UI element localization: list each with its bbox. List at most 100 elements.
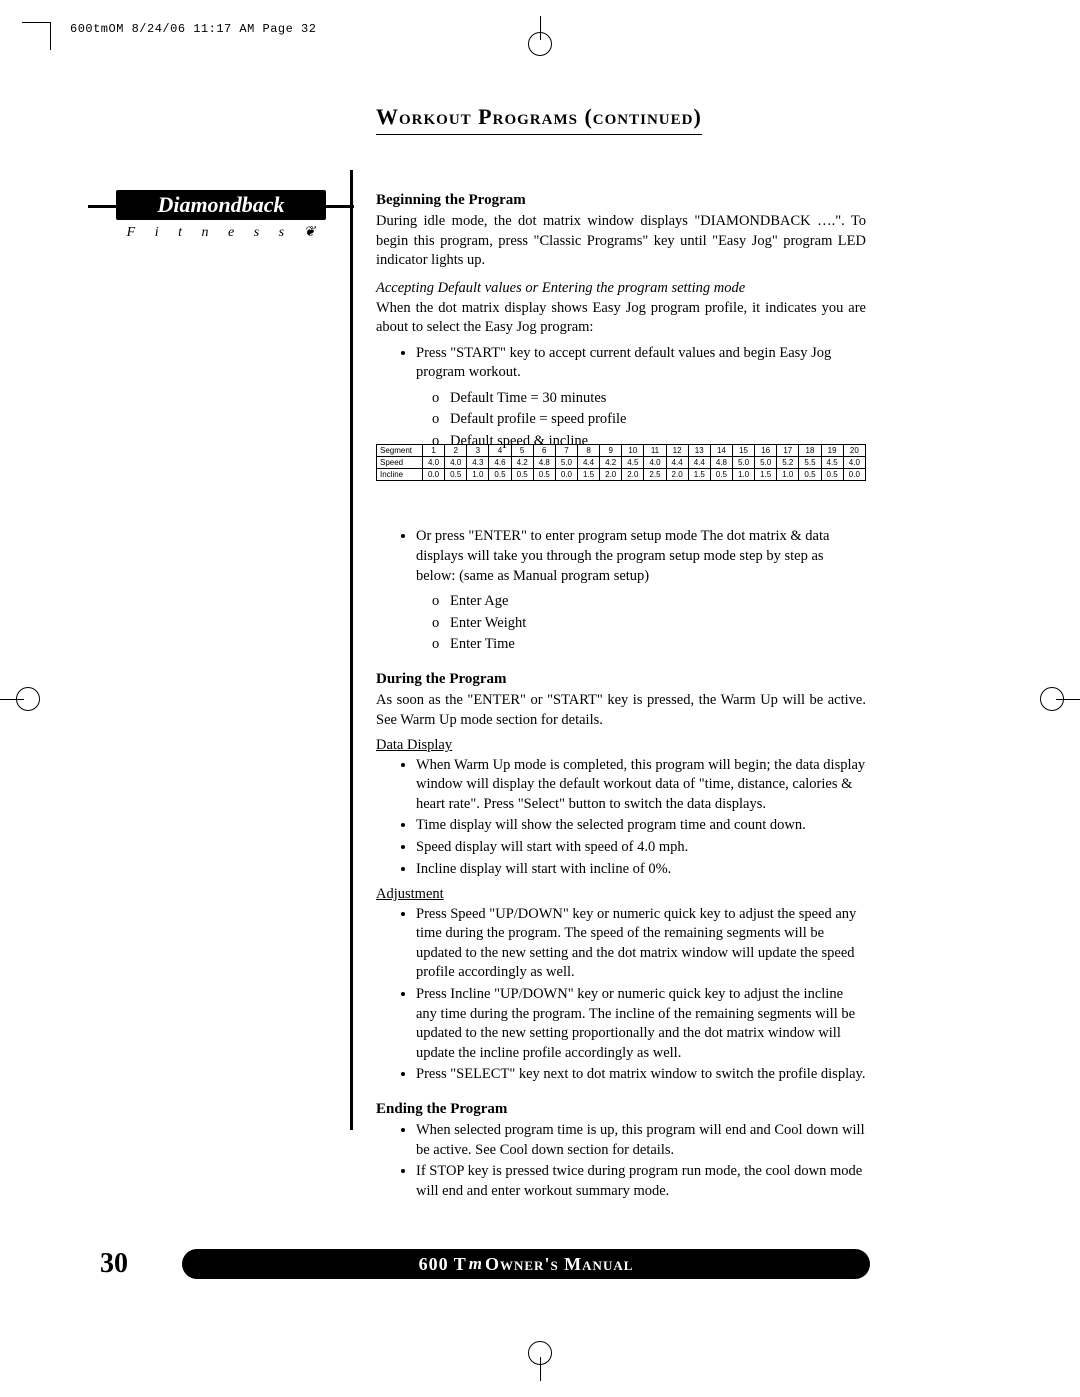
- list-item: Default profile = speed profile: [432, 410, 866, 430]
- table-cell: 4.4: [577, 457, 599, 469]
- list-item: Enter Weight: [432, 614, 866, 634]
- table-cell: 7: [555, 445, 577, 457]
- list-item: Speed display will start with speed of 4…: [416, 838, 866, 858]
- page-number: 30: [100, 1248, 128, 1280]
- table-cell: 4.3: [467, 457, 489, 469]
- list-item: Default Time = 30 minutes: [432, 389, 866, 409]
- segment-table: Segment1234567891011121314151617181920Sp…: [376, 444, 866, 481]
- table-cell: 1.5: [577, 469, 599, 481]
- list-item: When selected program time is up, this p…: [416, 1121, 866, 1160]
- table-cell: 5.5: [799, 457, 821, 469]
- footer-pill-tm: m: [469, 1254, 483, 1274]
- sub-bullet-list: Default Time = 30 minutes Default profil…: [432, 389, 866, 452]
- section-heading-beginning: Beginning the Program: [376, 190, 866, 210]
- registration-mark-right: [1030, 679, 1070, 719]
- crop-corner: [22, 22, 50, 23]
- table-cell: 5.0: [555, 457, 577, 469]
- table-cell: 4: [489, 445, 511, 457]
- table-cell: 4.6: [489, 457, 511, 469]
- table-cell: 2.5: [644, 469, 666, 481]
- table-cell: 1.0: [467, 469, 489, 481]
- footer-pill-text-right: Owner's Manual: [485, 1254, 633, 1275]
- table-cell: 10: [622, 445, 644, 457]
- table-cell: 4.5: [622, 457, 644, 469]
- table-cell: 2.0: [622, 469, 644, 481]
- table-cell: 15: [732, 445, 754, 457]
- list-item: When Warm Up mode is completed, this pro…: [416, 756, 866, 815]
- table-cell: 3: [467, 445, 489, 457]
- bullet-list: When selected program time is up, this p…: [416, 1121, 866, 1201]
- body-text: As soon as the "ENTER" or "START" key is…: [376, 691, 866, 730]
- table-cell: 4.4: [688, 457, 710, 469]
- table-cell: 2.0: [600, 469, 622, 481]
- registration-mark-top: [520, 28, 560, 68]
- table-cell: 0.0: [423, 469, 445, 481]
- body-text: During idle mode, the dot matrix window …: [376, 212, 866, 271]
- sub-bullet-list: Enter Age Enter Weight Enter Time: [432, 592, 866, 655]
- table-cell: 5.0: [755, 457, 777, 469]
- table-cell: 0.5: [511, 469, 533, 481]
- table-cell: 19: [821, 445, 843, 457]
- table-cell: 2.0: [666, 469, 688, 481]
- table-cell: 9: [600, 445, 622, 457]
- table-cell: 20: [843, 445, 865, 457]
- brand-subtitle: F i t n e s s ❦: [116, 224, 326, 241]
- subheading-accepting: Accepting Default values or Entering the…: [376, 279, 866, 299]
- subheading-data-display: Data Display: [376, 736, 866, 756]
- table-cell: 6: [533, 445, 555, 457]
- list-item: Enter Age: [432, 592, 866, 612]
- table-row: Segment1234567891011121314151617181920: [377, 445, 866, 457]
- table-cell: 4.0: [423, 457, 445, 469]
- table-cell: 0.5: [821, 469, 843, 481]
- bullet-list: Press Speed "UP/DOWN" key or numeric qui…: [416, 905, 866, 1085]
- table-cell: 11: [644, 445, 666, 457]
- footer-pill: 600 Tm Owner's Manual: [182, 1249, 870, 1279]
- table-cell: 14: [710, 445, 732, 457]
- row-header: Segment: [377, 445, 423, 457]
- table-cell: 1.0: [732, 469, 754, 481]
- vertical-divider: [350, 170, 353, 1130]
- segment-table-wrap: Segment1234567891011121314151617181920Sp…: [376, 444, 866, 481]
- list-item: If STOP key is pressed twice during prog…: [416, 1162, 866, 1201]
- list-item: Press Incline "UP/DOWN" key or numeric q…: [416, 985, 866, 1063]
- list-item: Enter Time: [432, 635, 866, 655]
- table-cell: 0.5: [799, 469, 821, 481]
- table-cell: 0.5: [533, 469, 555, 481]
- table-cell: 13: [688, 445, 710, 457]
- list-item: Press "START" key to accept current defa…: [416, 344, 866, 383]
- table-cell: 4.0: [644, 457, 666, 469]
- table-cell: 17: [777, 445, 799, 457]
- table-cell: 4.8: [710, 457, 732, 469]
- table-cell: 5.2: [777, 457, 799, 469]
- print-header: 600tmOM 8/24/06 11:17 AM Page 32: [70, 22, 316, 36]
- table-cell: 0.0: [843, 469, 865, 481]
- section-heading-ending: Ending the Program: [376, 1099, 866, 1119]
- table-cell: 0.5: [710, 469, 732, 481]
- table-cell: 4.4: [666, 457, 688, 469]
- table-cell: 0.5: [489, 469, 511, 481]
- table-cell: 5.0: [732, 457, 754, 469]
- list-item: Or press "ENTER" to enter program setup …: [416, 527, 866, 586]
- table-cell: 4.0: [445, 457, 467, 469]
- table-cell: 12: [666, 445, 688, 457]
- table-row: Speed4.04.04.34.64.24.85.04.44.24.54.04.…: [377, 457, 866, 469]
- registration-mark-bottom: [520, 1329, 560, 1369]
- table-cell: 2: [445, 445, 467, 457]
- table-cell: 1.5: [755, 469, 777, 481]
- bullet-list: Press "START" key to accept current defa…: [416, 344, 866, 383]
- body-text: When the dot matrix display shows Easy J…: [376, 299, 866, 338]
- page-footer: 30 600 Tm Owner's Manual: [100, 1247, 870, 1281]
- table-cell: 0.0: [555, 469, 577, 481]
- table-cell: 5: [511, 445, 533, 457]
- bullet-list: Or press "ENTER" to enter program setup …: [416, 527, 866, 586]
- footer-pill-text-left: 600 T: [419, 1254, 467, 1275]
- table-cell: 0.5: [445, 469, 467, 481]
- table-row: Incline0.00.51.00.50.50.50.01.52.02.02.5…: [377, 469, 866, 481]
- main-content: Beginning the Program During idle mode, …: [376, 176, 866, 1207]
- table-cell: 1: [423, 445, 445, 457]
- row-header: Speed: [377, 457, 423, 469]
- crop-corner: [50, 22, 51, 50]
- brand-name: Diamondback: [116, 190, 326, 220]
- table-cell: 4.2: [600, 457, 622, 469]
- table-cell: 4.5: [821, 457, 843, 469]
